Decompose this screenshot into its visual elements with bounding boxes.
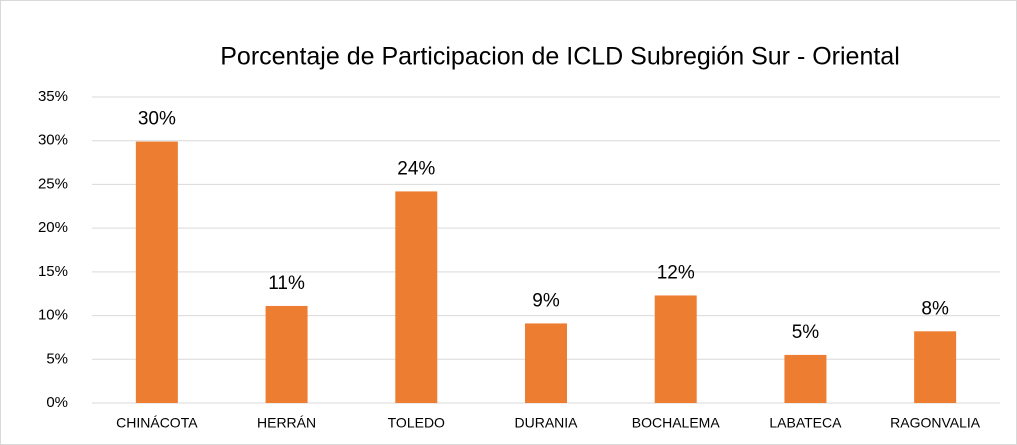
value-label: 30%: [138, 109, 176, 130]
bar: [135, 141, 178, 404]
bar: [395, 191, 438, 403]
value-label: 12%: [657, 262, 695, 283]
x-tick-label: HERRÁN: [257, 415, 316, 431]
y-tick-label: 25%: [38, 175, 68, 192]
x-tick-label: RAGONVALIA: [890, 415, 981, 431]
value-label: 11%: [268, 273, 305, 294]
y-tick-label: 20%: [38, 219, 68, 236]
y-tick-label: 35%: [38, 88, 68, 105]
y-tick-label: 15%: [38, 263, 68, 280]
y-tick-label: 10%: [38, 307, 68, 324]
y-tick-label: 5%: [46, 350, 68, 367]
value-label: 9%: [532, 290, 560, 311]
y-tick-label: 0%: [46, 394, 68, 411]
bar: [784, 354, 827, 403]
x-tick-label: CHINÁCOTA: [116, 415, 198, 431]
x-tick-label: LABATECA: [769, 415, 842, 431]
chart-title: Porcentaje de Participacion de ICLD Subr…: [220, 43, 900, 71]
x-tick-label: BOCHALEMA: [632, 415, 721, 431]
value-label: 5%: [792, 322, 820, 343]
y-tick-label: 30%: [38, 132, 68, 149]
bar: [265, 305, 308, 403]
x-tick-label: TOLEDO: [388, 415, 445, 431]
bar: [914, 331, 957, 403]
x-tick-label: DURANIA: [514, 415, 578, 431]
value-label: 8%: [921, 298, 949, 319]
value-label: 24%: [397, 158, 435, 179]
bar: [525, 323, 567, 403]
bar: [654, 295, 697, 403]
